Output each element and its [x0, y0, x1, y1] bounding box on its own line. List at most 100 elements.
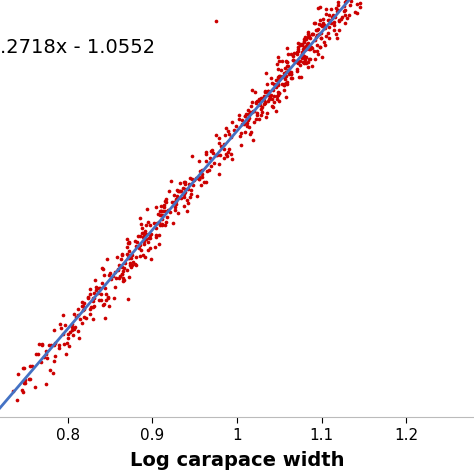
Point [273, 80, 281, 88]
Point [283, 58, 291, 65]
Point [281, 73, 288, 80]
Point [340, 7, 347, 15]
Point [264, 109, 271, 117]
Point [155, 218, 163, 225]
Point [72, 324, 79, 331]
Point [116, 274, 123, 282]
Point [158, 220, 166, 228]
Point [249, 108, 257, 115]
Point [116, 272, 124, 280]
Point [9, 388, 17, 395]
Point [293, 65, 301, 73]
Point [184, 185, 191, 193]
Point [118, 270, 126, 277]
Point [92, 283, 100, 291]
Point [272, 108, 280, 115]
Point [322, 32, 330, 39]
Point [302, 54, 310, 61]
Point [106, 269, 114, 277]
Point [176, 179, 183, 187]
Point [293, 58, 301, 66]
Point [237, 129, 245, 137]
Point [180, 193, 188, 201]
Point [112, 274, 119, 282]
Point [269, 79, 276, 87]
Point [186, 174, 194, 182]
Point [145, 234, 153, 242]
Point [166, 188, 173, 195]
Point [120, 277, 128, 284]
Point [203, 167, 210, 174]
Point [87, 310, 94, 318]
Point [177, 194, 185, 202]
Point [173, 187, 181, 194]
Point [273, 92, 281, 100]
Point [256, 101, 264, 109]
Point [289, 56, 297, 64]
Point [318, 29, 325, 36]
Point [202, 150, 210, 158]
Point [273, 77, 281, 84]
Point [306, 55, 313, 62]
Point [297, 41, 304, 48]
Point [71, 325, 78, 333]
Point [195, 157, 202, 164]
Point [251, 88, 258, 95]
Point [220, 140, 228, 148]
Point [169, 219, 176, 227]
Point [222, 124, 230, 131]
Point [140, 232, 148, 240]
Point [147, 255, 155, 263]
Point [334, 34, 341, 42]
Point [142, 236, 150, 243]
Point [198, 166, 206, 173]
Point [119, 278, 127, 285]
Point [274, 73, 282, 81]
Point [264, 97, 272, 104]
Point [145, 238, 152, 246]
Point [89, 298, 97, 305]
Point [78, 319, 85, 326]
Point [265, 96, 273, 103]
Point [343, 15, 351, 22]
Point [273, 95, 280, 103]
Point [125, 239, 132, 246]
Point [210, 149, 217, 157]
Point [253, 98, 261, 105]
Point [317, 34, 325, 42]
Point [294, 44, 302, 51]
Point [295, 46, 302, 53]
Point [50, 357, 58, 365]
Point [304, 39, 311, 46]
Point [80, 299, 88, 307]
Point [264, 87, 272, 94]
Point [137, 220, 144, 228]
Point [238, 120, 246, 128]
Point [174, 210, 182, 217]
Point [259, 94, 266, 102]
Point [262, 113, 270, 121]
Point [181, 189, 189, 196]
Point [345, 11, 353, 19]
Point [181, 185, 188, 192]
Point [294, 47, 302, 55]
Point [98, 279, 106, 286]
Point [319, 20, 327, 27]
Point [158, 211, 166, 219]
Point [154, 210, 162, 218]
Point [124, 240, 132, 247]
Point [223, 153, 231, 160]
Point [145, 219, 152, 226]
Point [69, 331, 76, 339]
Point [306, 34, 314, 42]
Point [76, 315, 84, 323]
Point [311, 55, 319, 63]
Point [189, 181, 197, 189]
Point [276, 74, 284, 82]
Point [124, 266, 131, 273]
Point [278, 81, 286, 88]
Point [302, 42, 310, 50]
Point [181, 180, 189, 188]
Point [244, 117, 252, 124]
Point [275, 97, 283, 105]
